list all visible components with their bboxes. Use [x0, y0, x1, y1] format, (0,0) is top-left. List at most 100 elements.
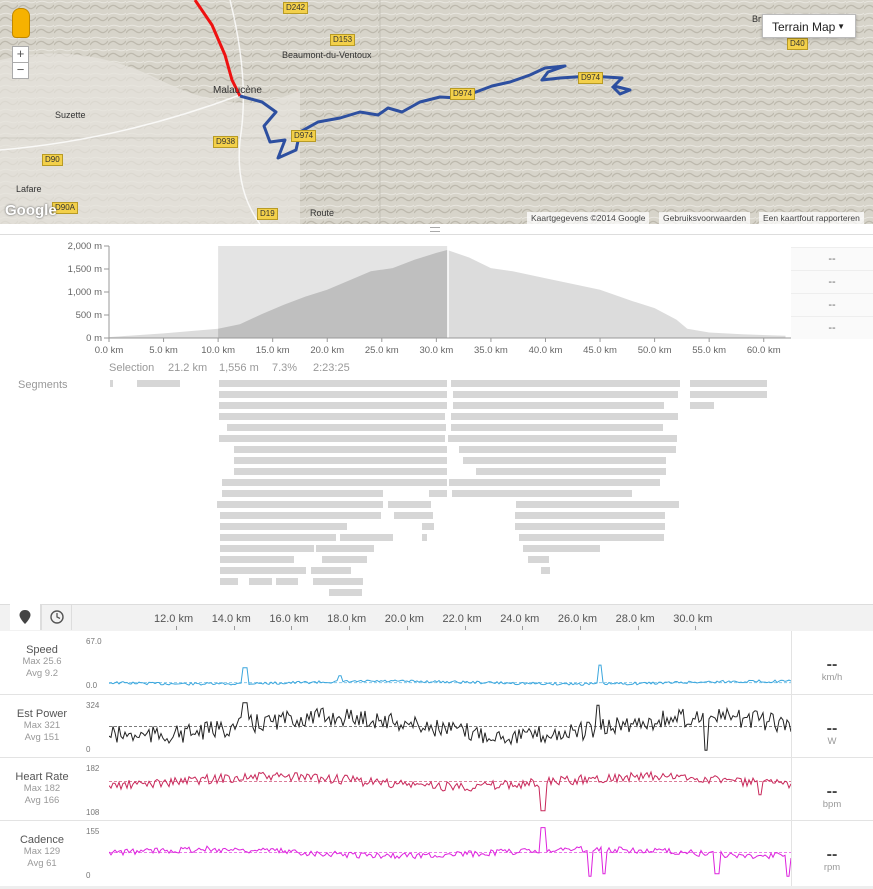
metric-line [109, 827, 791, 877]
segment-bar[interactable] [515, 512, 665, 519]
segment-bar[interactable] [219, 413, 445, 420]
segment-bar[interactable] [222, 490, 383, 497]
segment-bar[interactable] [220, 545, 314, 552]
distance-tick-label: 14.0 km [211, 613, 251, 625]
segment-bar[interactable] [463, 457, 666, 464]
segment-bar[interactable] [220, 567, 306, 574]
segment-bar[interactable] [313, 578, 363, 585]
segment-bar[interactable] [453, 391, 678, 398]
stat-value: -- [791, 270, 873, 293]
segment-bar[interactable] [227, 424, 446, 431]
street-view-pegman-icon[interactable] [12, 8, 30, 38]
segment-bar[interactable] [340, 534, 393, 541]
distance-tab[interactable] [10, 604, 41, 630]
segment-bar[interactable] [219, 391, 447, 398]
segment-bar[interactable] [690, 402, 714, 409]
segment-bar[interactable] [429, 490, 447, 497]
segment-bar[interactable] [429, 479, 447, 486]
segment-bar[interactable] [690, 380, 767, 387]
segment-bar[interactable] [476, 468, 666, 475]
segment-bar[interactable] [222, 479, 447, 486]
stat-value: -- [791, 293, 873, 316]
distance-tick-label: 24.0 km [500, 613, 540, 625]
segment-bar[interactable] [220, 512, 381, 519]
x-tick-label: 45.0 km [583, 345, 617, 356]
grip-icon [430, 227, 440, 232]
segment-bar[interactable] [219, 435, 445, 442]
zoom-out-button[interactable]: − [12, 62, 29, 79]
segment-bar[interactable] [220, 556, 294, 563]
metric-axis-min: 108 [86, 808, 100, 817]
segment-bar[interactable] [394, 512, 433, 519]
segment-bar[interactable] [217, 501, 383, 508]
metric-current: -- rpm [791, 847, 873, 874]
selection-distance: 21.2 km [168, 362, 208, 374]
segment-bar[interactable] [220, 534, 336, 541]
map-data-credit: Kaartgegevens ©2014 Google [527, 212, 650, 224]
segment-bar[interactable] [249, 578, 272, 585]
segment-bar[interactable] [451, 380, 680, 387]
segment-bar[interactable] [311, 567, 351, 574]
distance-tick [291, 626, 292, 630]
segment-bar[interactable] [234, 457, 447, 464]
road-shield: D974 [291, 130, 317, 142]
segment-bar[interactable] [448, 435, 677, 442]
segment-bar[interactable] [449, 479, 660, 486]
segment-bar[interactable] [220, 523, 347, 530]
route-map[interactable]: + − Malaucène Beaumont-du-Ventoux Suzett… [0, 0, 873, 224]
segment-bar[interactable] [459, 446, 676, 453]
metric-name: Heart Rate [15, 771, 69, 783]
town-label: Beaumont-du-Ventoux [282, 50, 372, 60]
distance-tick [234, 626, 235, 630]
y-tick-label: 2,000 m [68, 241, 102, 252]
report-error-link[interactable]: Een kaartfout rapporteren [759, 212, 864, 224]
terms-link[interactable]: Gebruiksvoorwaarden [659, 212, 751, 224]
distance-tick-label: 28.0 km [615, 613, 655, 625]
segment-bar[interactable] [528, 556, 549, 563]
segment-bar[interactable] [322, 556, 367, 563]
segment-bar[interactable] [219, 402, 447, 409]
segment-bar[interactable] [137, 380, 180, 387]
time-tab[interactable] [41, 604, 72, 630]
segment-bar[interactable] [452, 490, 632, 497]
map-type-dropdown[interactable]: Terrain Map ▼ [762, 14, 856, 38]
metric-plot[interactable] [109, 821, 791, 884]
segment-bar[interactable] [234, 446, 447, 453]
road-shield: D90A [52, 202, 79, 214]
segment-bar[interactable] [453, 402, 664, 409]
metric-unit: km/h [821, 672, 843, 683]
segment-bar[interactable] [451, 413, 678, 420]
segment-bar[interactable] [690, 391, 767, 398]
segment-bar[interactable] [422, 534, 427, 541]
metric-max: Max 25.6 [22, 656, 62, 667]
elevation-chart[interactable]: 2,000 m 1,500 m 1,000 m 500 m 0 m 0.0 km 5.0 … [0, 236, 873, 366]
zoom-in-button[interactable]: + [12, 46, 29, 63]
data-panel-toolbar [0, 604, 873, 631]
stat-value: -- [791, 316, 873, 339]
segment-bar[interactable] [220, 578, 238, 585]
metric-plot[interactable] [109, 631, 791, 694]
segment-bar[interactable] [515, 523, 665, 530]
metric-plot[interactable] [109, 758, 791, 821]
segment-bar[interactable] [519, 534, 664, 541]
segment-bar[interactable] [516, 501, 679, 508]
segment-bar[interactable] [110, 380, 113, 387]
segment-bar[interactable] [451, 424, 663, 431]
segment-bar[interactable] [316, 545, 374, 552]
distance-tick [407, 626, 408, 630]
metric-max: Max 182 [23, 783, 61, 794]
distance-tick [349, 626, 350, 630]
segment-bar[interactable] [541, 567, 550, 574]
distance-tick [580, 626, 581, 630]
segment-bar[interactable] [219, 380, 447, 387]
metric-plot[interactable] [109, 695, 791, 758]
metric-avg: Avg 9.2 [25, 668, 59, 679]
y-tick-label: 1,000 m [68, 287, 102, 298]
segment-bar[interactable] [388, 501, 431, 508]
map-resize-handle[interactable] [0, 224, 873, 235]
segment-bar[interactable] [422, 523, 434, 530]
segment-bar[interactable] [234, 468, 447, 475]
segment-bar[interactable] [523, 545, 600, 552]
segment-bar[interactable] [329, 589, 362, 596]
segment-bar[interactable] [276, 578, 298, 585]
